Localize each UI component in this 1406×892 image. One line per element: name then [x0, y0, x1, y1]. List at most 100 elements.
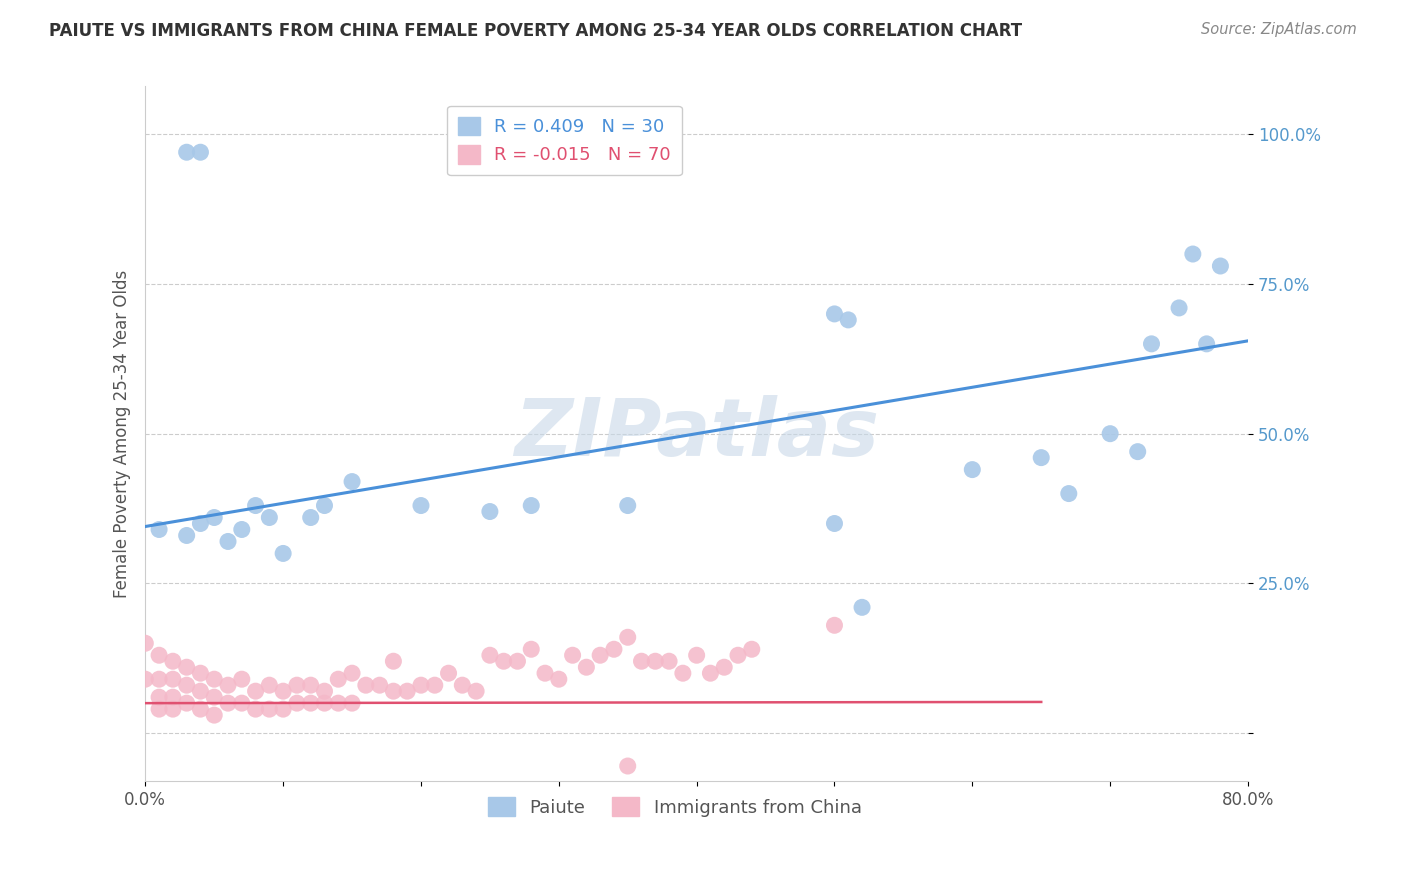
Point — [616, 759, 638, 773]
Point — [1126, 444, 1149, 458]
Point — [1140, 336, 1163, 351]
Point — [589, 648, 612, 663]
Point — [630, 654, 652, 668]
Point — [231, 523, 253, 537]
Point — [382, 654, 405, 668]
Point — [271, 546, 294, 560]
Point — [520, 499, 543, 513]
Point — [259, 702, 281, 716]
Point — [575, 660, 598, 674]
Point — [202, 708, 225, 723]
Point — [1209, 259, 1232, 273]
Point — [851, 600, 873, 615]
Point — [148, 648, 170, 663]
Point — [1168, 301, 1191, 315]
Point — [423, 678, 446, 692]
Point — [134, 636, 156, 650]
Point — [259, 678, 281, 692]
Point — [340, 475, 363, 489]
Point — [299, 510, 322, 524]
Point — [437, 666, 460, 681]
Point — [202, 510, 225, 524]
Point — [176, 528, 198, 542]
Point — [824, 618, 846, 632]
Point — [616, 499, 638, 513]
Point — [328, 696, 350, 710]
Point — [396, 684, 419, 698]
Point — [1181, 247, 1204, 261]
Point — [285, 678, 308, 692]
Point — [603, 642, 626, 657]
Point — [271, 702, 294, 716]
Point — [314, 684, 336, 698]
Point — [259, 510, 281, 524]
Point — [176, 145, 198, 160]
Point — [354, 678, 377, 692]
Point — [202, 672, 225, 686]
Point — [271, 684, 294, 698]
Point — [616, 630, 638, 644]
Point — [409, 678, 432, 692]
Point — [190, 145, 212, 160]
Point — [520, 642, 543, 657]
Point — [727, 648, 749, 663]
Point — [285, 696, 308, 710]
Point — [340, 696, 363, 710]
Point — [176, 696, 198, 710]
Point — [478, 648, 501, 663]
Point — [148, 702, 170, 716]
Point — [148, 672, 170, 686]
Point — [202, 690, 225, 705]
Point — [561, 648, 583, 663]
Point — [299, 678, 322, 692]
Point — [837, 313, 859, 327]
Point — [824, 307, 846, 321]
Point — [162, 690, 184, 705]
Point — [1057, 486, 1080, 500]
Point — [658, 654, 681, 668]
Point — [314, 696, 336, 710]
Point — [644, 654, 666, 668]
Point — [1031, 450, 1053, 465]
Point — [162, 672, 184, 686]
Point — [699, 666, 721, 681]
Point — [1195, 336, 1218, 351]
Point — [547, 672, 569, 686]
Point — [217, 696, 239, 710]
Point — [162, 654, 184, 668]
Point — [190, 684, 212, 698]
Point — [328, 672, 350, 686]
Point — [162, 702, 184, 716]
Point — [148, 690, 170, 705]
Point — [176, 678, 198, 692]
Text: PAIUTE VS IMMIGRANTS FROM CHINA FEMALE POVERTY AMONG 25-34 YEAR OLDS CORRELATION: PAIUTE VS IMMIGRANTS FROM CHINA FEMALE P… — [49, 22, 1022, 40]
Point — [217, 678, 239, 692]
Point — [314, 499, 336, 513]
Point — [176, 660, 198, 674]
Point — [340, 666, 363, 681]
Point — [465, 684, 488, 698]
Point — [451, 678, 474, 692]
Point — [492, 654, 515, 668]
Point — [299, 696, 322, 710]
Point — [368, 678, 391, 692]
Point — [231, 672, 253, 686]
Point — [148, 523, 170, 537]
Point — [231, 696, 253, 710]
Point — [190, 516, 212, 531]
Point — [245, 499, 267, 513]
Point — [506, 654, 529, 668]
Point — [962, 462, 984, 476]
Point — [134, 672, 156, 686]
Point — [685, 648, 707, 663]
Text: Source: ZipAtlas.com: Source: ZipAtlas.com — [1201, 22, 1357, 37]
Point — [245, 702, 267, 716]
Point — [1099, 426, 1122, 441]
Point — [409, 499, 432, 513]
Text: ZIPatlas: ZIPatlas — [515, 394, 879, 473]
Legend: Paiute, Immigrants from China: Paiute, Immigrants from China — [481, 790, 869, 824]
Point — [478, 504, 501, 518]
Point — [245, 684, 267, 698]
Point — [190, 702, 212, 716]
Point — [713, 660, 735, 674]
